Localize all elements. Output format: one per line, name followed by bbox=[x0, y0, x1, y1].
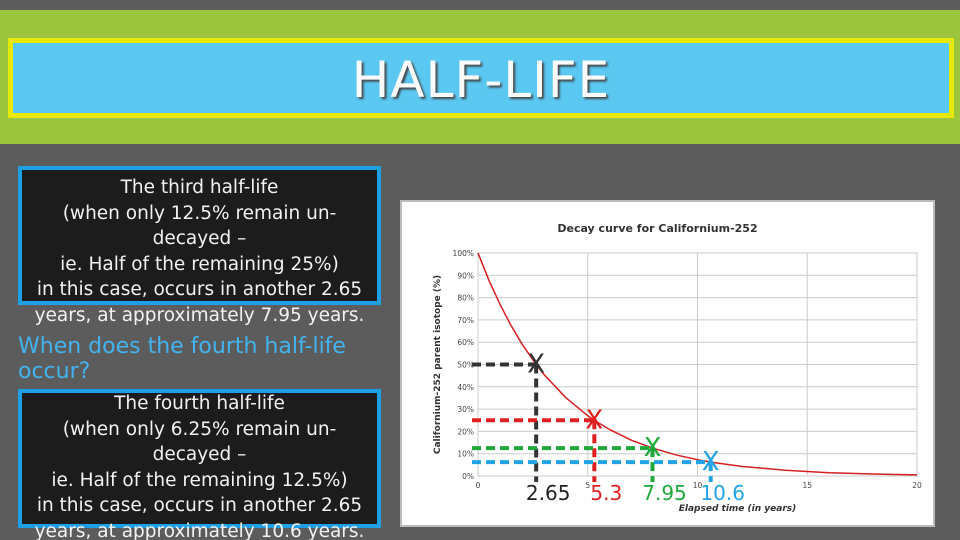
callout-line: The fourth half-life bbox=[114, 393, 285, 414]
callout-line: ie. Half of the remaining 25%) bbox=[60, 253, 339, 275]
third-half-life-callout bbox=[18, 166, 381, 305]
half-life-marker: X bbox=[527, 350, 545, 380]
half-life-value-label: 7.95 bbox=[642, 481, 687, 505]
y-tick-label: 70% bbox=[457, 316, 474, 325]
y-tick-label: 50% bbox=[457, 361, 474, 370]
callout-line: (when only 6.25% remain un- bbox=[62, 418, 337, 440]
callout-line: years, at approximately 10.6 years. bbox=[34, 520, 365, 540]
x-tick-label: 10 bbox=[693, 481, 703, 490]
y-tick-label: 100% bbox=[453, 249, 474, 258]
x-tick-label: 0 bbox=[476, 481, 481, 490]
chart-title: Decay curve for Californium-252 bbox=[557, 222, 757, 235]
y-tick-label: 20% bbox=[457, 427, 474, 436]
callout-line: The third half-life bbox=[120, 177, 279, 198]
x-tick-label: 20 bbox=[912, 481, 922, 490]
x-tick-label: 15 bbox=[802, 481, 812, 490]
callout-line: decayed – bbox=[152, 444, 247, 465]
third-half-life-text: The third half-life (when only 12.5% rem… bbox=[18, 175, 381, 328]
slide-title: HALF-LIFE bbox=[351, 51, 611, 109]
y-tick-label: 0% bbox=[462, 472, 474, 481]
fourth-half-life-text: The fourth half-life (when only 6.25% re… bbox=[18, 391, 381, 540]
callout-line: years, at approximately 7.95 years. bbox=[34, 304, 365, 326]
y-tick-label: 90% bbox=[457, 271, 474, 280]
y-tick-label: 60% bbox=[457, 338, 474, 347]
y-tick-label: 80% bbox=[457, 294, 474, 303]
x-axis-label: Elapsed time (in years) bbox=[679, 504, 796, 514]
callout-line: decayed – bbox=[152, 228, 247, 249]
callout-line: in this case, occurs in another 2.65 bbox=[36, 495, 363, 516]
half-life-value-label: 10.6 bbox=[700, 481, 745, 505]
half-life-marker: X bbox=[585, 405, 603, 435]
title-frame: HALF-LIFE bbox=[8, 38, 954, 118]
y-tick-label: 30% bbox=[457, 405, 474, 414]
half-life-value-label: 5.3 bbox=[590, 481, 622, 505]
half-life-marker: X bbox=[644, 433, 662, 463]
callout-line: (when only 12.5% remain un- bbox=[62, 202, 337, 224]
callout-line: in this case, occurs in another 2.65 bbox=[36, 279, 363, 300]
half-life-value-label: 2.65 bbox=[526, 481, 571, 505]
question-text: When does the fourth half-life occur? bbox=[18, 334, 346, 384]
decay-curve bbox=[477, 252, 918, 476]
fourth-half-life-callout bbox=[18, 389, 381, 528]
y-axis-label: Californium-252 parent isotope (%) bbox=[433, 275, 443, 454]
x-tick-label: 5 bbox=[585, 481, 590, 490]
decay-chart-panel: Decay curve for Californium-252 0% 10% 20% 3… bbox=[400, 200, 935, 527]
y-tick-label: 40% bbox=[457, 383, 474, 392]
decay-chart: Decay curve for Californium-252 0% 10% 20% 3… bbox=[433, 222, 922, 514]
y-tick-label: 10% bbox=[457, 450, 474, 459]
half-life-marker: X bbox=[702, 447, 720, 477]
callout-line: ie. Half of the remaining 12.5%) bbox=[51, 469, 348, 491]
